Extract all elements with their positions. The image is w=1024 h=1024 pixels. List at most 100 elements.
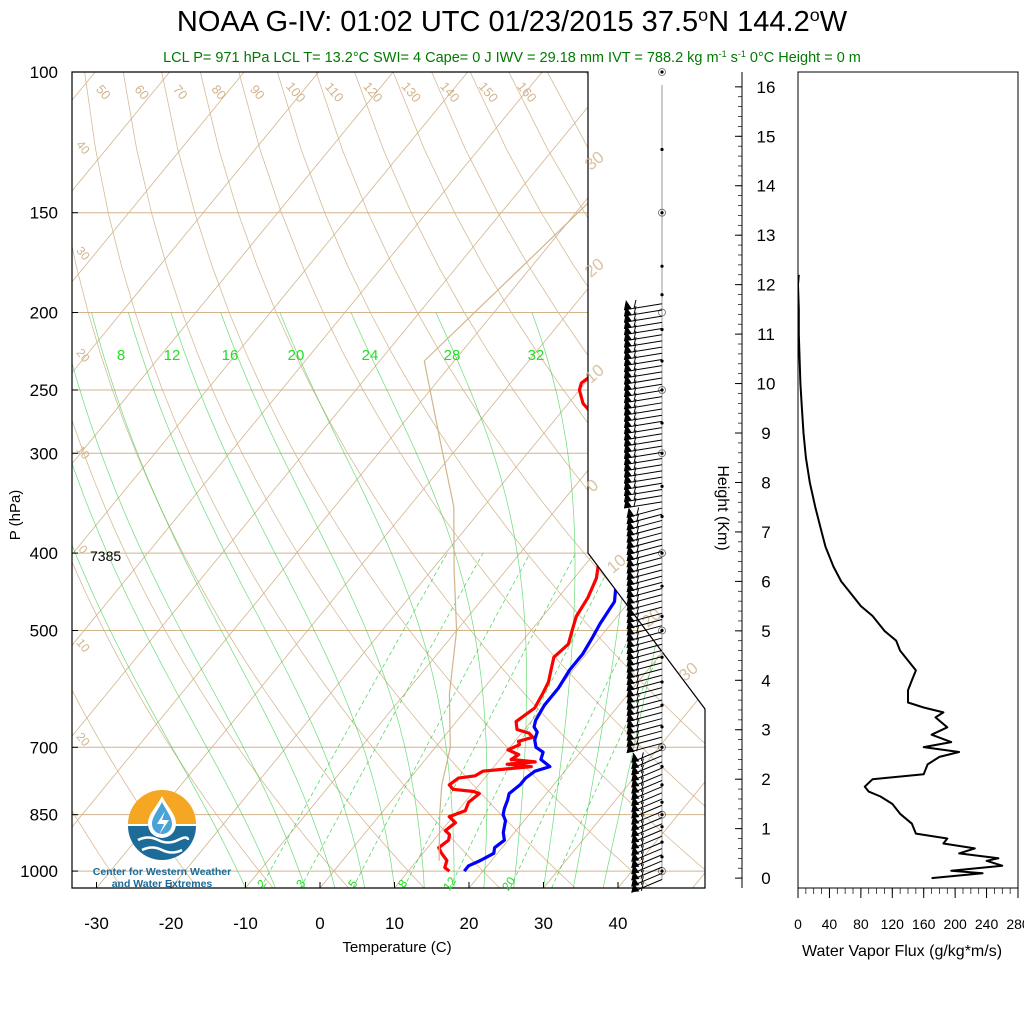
wind-barb-feather bbox=[633, 299, 637, 309]
wind-barb-feather bbox=[633, 436, 637, 445]
dry-adiabat-line bbox=[469, 72, 705, 888]
dry-adiabat-line bbox=[122, 72, 576, 888]
wind-barb-flag bbox=[626, 742, 635, 753]
wind-calm-circle bbox=[658, 208, 666, 217]
dry-adiabat-line bbox=[199, 72, 705, 888]
wind-level-dot bbox=[660, 484, 664, 488]
height-tick-label: 8 bbox=[761, 473, 770, 492]
moist-adiabat-line bbox=[220, 312, 425, 888]
wind-barb-feather bbox=[636, 618, 640, 628]
wind-level-dot bbox=[660, 813, 664, 817]
mixing-ratio-label: 20 bbox=[499, 874, 518, 893]
skewt-frame bbox=[71, 71, 706, 889]
mixing-ratio-line bbox=[449, 552, 618, 888]
subtitle-part: s bbox=[726, 50, 738, 66]
temperature-tick-label: -30 bbox=[84, 914, 109, 933]
height-tick-label: 15 bbox=[757, 127, 776, 146]
flux-tick-label: 40 bbox=[822, 916, 838, 932]
temperature-tick-label: 0 bbox=[315, 914, 324, 933]
moist-adiabat-label: 16 bbox=[222, 347, 239, 364]
moist-adiabat-line bbox=[170, 312, 395, 888]
wind-barb-feather bbox=[633, 367, 637, 377]
logo-line-1: Center for Western Weather bbox=[92, 866, 232, 878]
dry-adiabat-line bbox=[161, 72, 652, 888]
dewpoint-profile bbox=[463, 293, 705, 873]
wind-barb-feather bbox=[640, 795, 644, 805]
wind-barb-feather bbox=[640, 801, 644, 811]
wind-barb-feather bbox=[633, 497, 637, 507]
exponent: -1 bbox=[718, 49, 727, 60]
moist-adiabat-line bbox=[72, 312, 306, 888]
isotherm-top-label: 70 bbox=[170, 82, 191, 103]
wind-level-dot bbox=[660, 725, 664, 729]
isotherm-top-label: 120 bbox=[360, 79, 385, 105]
isotherm-line bbox=[543, 72, 705, 888]
degree-mark: o bbox=[809, 5, 820, 26]
flux-axis-label: Water Vapor Flux (g/kg*m/s) bbox=[802, 943, 1002, 960]
wind-barb-feather bbox=[636, 587, 640, 597]
wind-level-dot bbox=[660, 764, 664, 769]
pressure-tick-label: 200 bbox=[30, 304, 58, 323]
dry-adiabat-line bbox=[238, 72, 705, 888]
pressure-tick-label: 100 bbox=[30, 63, 58, 82]
isotherm-top-label: 60 bbox=[132, 82, 153, 103]
wind-barb-feather bbox=[633, 392, 637, 402]
wind-level-dot bbox=[660, 293, 664, 297]
mixing-ratio-line bbox=[403, 552, 577, 888]
wind-barb-feather bbox=[633, 324, 637, 334]
height-tick-label: 9 bbox=[761, 424, 770, 443]
isotherm-line bbox=[468, 72, 705, 888]
wind-barb-feather bbox=[636, 600, 640, 609]
subtitle-part: LCL P= 971 hPa LCL T= 13.2°C SWI= 4 Cape… bbox=[163, 50, 719, 66]
isotherm-left-label: 40 bbox=[73, 138, 93, 157]
isotherm-top-label: 130 bbox=[399, 79, 424, 105]
wind-barb-feather bbox=[633, 398, 637, 408]
wind-barb-feather bbox=[636, 532, 640, 541]
wind-barb-feather bbox=[640, 777, 644, 786]
flux-tick-label: 280 bbox=[1006, 916, 1024, 932]
isotherm-top-label: 100 bbox=[283, 79, 308, 105]
wind-barb-feather bbox=[636, 742, 640, 752]
wind-barb-flag bbox=[626, 507, 635, 518]
wind-barb-feather bbox=[640, 807, 644, 817]
wind-calm-circle bbox=[658, 308, 666, 317]
flux-tick-label: 240 bbox=[975, 916, 999, 932]
dry-adiabat-line bbox=[72, 72, 274, 888]
wind-barb-feather bbox=[636, 674, 640, 684]
wind-barb-feather bbox=[633, 380, 637, 390]
height-tick-label: 13 bbox=[757, 226, 776, 245]
flux-tick-label: 80 bbox=[853, 916, 869, 932]
wind-barb-feather bbox=[636, 550, 640, 560]
moist-adiabat-line bbox=[72, 312, 276, 888]
wind-barb-feather bbox=[636, 569, 640, 578]
dry-adiabat-line bbox=[72, 72, 349, 888]
pressure-tick-label: 1000 bbox=[20, 862, 58, 881]
moist-adiabat-line bbox=[350, 312, 488, 888]
dry-adiabat-line bbox=[72, 72, 198, 888]
flux-tick-label: 200 bbox=[943, 916, 967, 932]
mixing-ratio-line bbox=[352, 552, 531, 888]
mixing-ratio-line bbox=[300, 552, 484, 888]
wind-calm-circle bbox=[658, 549, 666, 557]
moist-adiabat-line bbox=[435, 312, 528, 888]
wind-level-dot bbox=[660, 70, 664, 74]
isotherm-line bbox=[72, 72, 543, 888]
logo-bolt-icon bbox=[157, 811, 169, 835]
wind-barb-feather bbox=[633, 429, 637, 439]
moist-adiabat-label: 32 bbox=[528, 347, 545, 364]
wind-barb-feather bbox=[640, 845, 644, 854]
wind-level-dot bbox=[660, 800, 664, 804]
moist-adiabat-label: 20 bbox=[288, 347, 305, 364]
wind-calm-circle bbox=[658, 626, 666, 635]
moist-adiabat-line bbox=[128, 312, 366, 888]
pressure-tick-label: 250 bbox=[30, 381, 58, 400]
wind-barb-feather bbox=[636, 693, 640, 702]
wind-level-dot bbox=[660, 421, 664, 425]
wind-barb-feather bbox=[636, 563, 640, 572]
height-tick-label: 14 bbox=[757, 177, 776, 196]
moist-adiabat-label: 24 bbox=[362, 347, 379, 364]
wind-level-dot bbox=[660, 614, 664, 618]
